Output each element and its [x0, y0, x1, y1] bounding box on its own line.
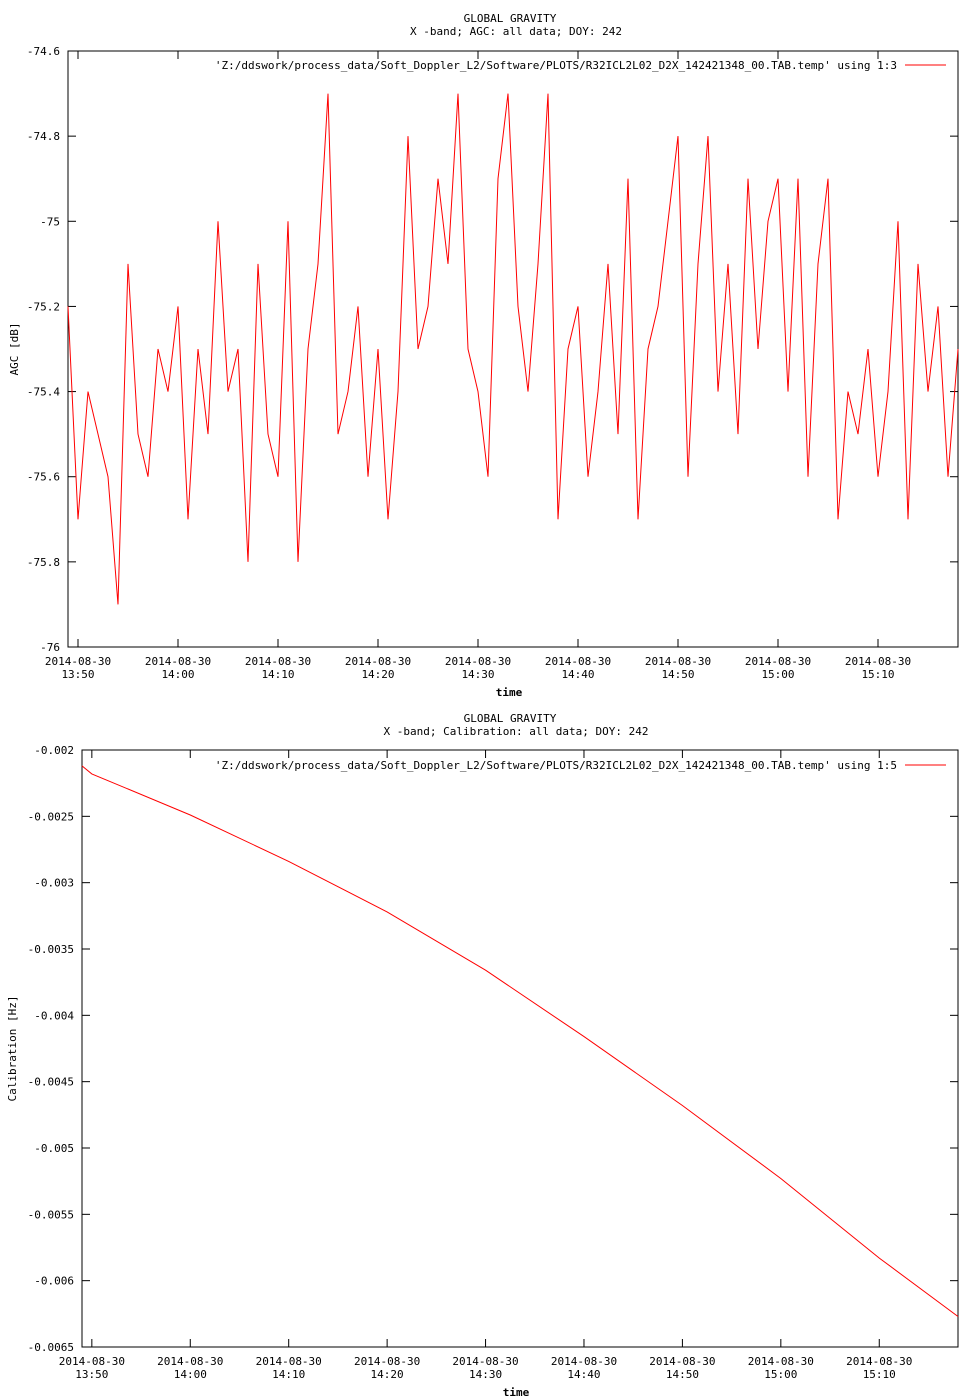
- x-tick-date: 2014-08-30: [157, 1355, 223, 1368]
- y-axis-label: AGC [dB]: [8, 323, 21, 376]
- y-tick-label: -75.8: [27, 556, 60, 569]
- x-tick-time: 14:20: [371, 1368, 404, 1381]
- x-tick-time: 13:50: [61, 668, 94, 681]
- x-tick-time: 15:10: [863, 1368, 896, 1381]
- x-tick-time: 14:30: [461, 668, 494, 681]
- x-tick-date: 2014-08-30: [748, 1355, 814, 1368]
- x-tick-date: 2014-08-30: [845, 655, 911, 668]
- x-tick-date: 2014-08-30: [45, 655, 111, 668]
- y-tick-label: -75.6: [27, 471, 60, 484]
- x-tick-time: 13:50: [75, 1368, 108, 1381]
- x-tick-time: 14:10: [261, 668, 294, 681]
- chart-title: GLOBAL GRAVITY: [464, 712, 557, 725]
- y-tick-label: -75.2: [27, 300, 60, 313]
- x-axis-label: time: [503, 1386, 530, 1399]
- y-tick-label: -0.004: [34, 1009, 74, 1022]
- x-tick-time: 15:00: [761, 668, 794, 681]
- x-tick-date: 2014-08-30: [745, 655, 811, 668]
- y-tick-label: -0.003: [34, 877, 74, 890]
- x-tick-date: 2014-08-30: [256, 1355, 322, 1368]
- series-line: [81, 765, 959, 1317]
- x-tick-date: 2014-08-30: [445, 655, 511, 668]
- x-tick-date: 2014-08-30: [59, 1355, 125, 1368]
- y-tick-label: -0.0065: [28, 1341, 74, 1354]
- x-tick-date: 2014-08-30: [545, 655, 611, 668]
- x-tick-date: 2014-08-30: [551, 1355, 617, 1368]
- chart-subtitle: X -band; Calibration: all data; DOY: 242: [384, 725, 649, 738]
- x-tick-date: 2014-08-30: [345, 655, 411, 668]
- x-tick-time: 15:00: [764, 1368, 797, 1381]
- plot-frame: [81, 749, 959, 1348]
- x-axis-label: time: [496, 686, 523, 699]
- x-tick-time: 14:40: [567, 1368, 600, 1381]
- x-tick-date: 2014-08-30: [452, 1355, 518, 1368]
- y-tick-label: -75: [40, 215, 60, 228]
- x-tick-date: 2014-08-30: [145, 655, 211, 668]
- x-tick-time: 14:20: [361, 668, 394, 681]
- x-tick-date: 2014-08-30: [354, 1355, 420, 1368]
- y-tick-label: -0.005: [34, 1142, 74, 1155]
- y-tick-label: -0.006: [34, 1275, 74, 1288]
- x-tick-time: 14:10: [272, 1368, 305, 1381]
- legend-label: 'Z:/ddswork/process_data/Soft_Doppler_L2…: [215, 759, 897, 772]
- x-tick-date: 2014-08-30: [245, 655, 311, 668]
- chart-title: GLOBAL GRAVITY: [464, 12, 557, 25]
- x-tick-time: 14:30: [469, 1368, 502, 1381]
- x-tick-time: 14:50: [666, 1368, 699, 1381]
- x-tick-date: 2014-08-30: [649, 1355, 715, 1368]
- x-tick-date: 2014-08-30: [846, 1355, 912, 1368]
- x-tick-time: 14:40: [561, 668, 594, 681]
- series-line: [67, 93, 959, 605]
- y-tick-label: -74.6: [27, 45, 60, 58]
- x-tick-time: 14:50: [661, 668, 694, 681]
- y-tick-label: -0.0035: [28, 943, 74, 956]
- y-tick-label: -0.0045: [28, 1076, 74, 1089]
- y-axis-label: Calibration [Hz]: [6, 996, 19, 1102]
- y-tick-label: -76: [40, 641, 60, 654]
- chart-subtitle: X -band; AGC: all data; DOY: 242: [410, 25, 622, 38]
- x-tick-date: 2014-08-30: [645, 655, 711, 668]
- plot-frame: [67, 50, 959, 648]
- x-tick-time: 15:10: [861, 668, 894, 681]
- y-tick-label: -75.4: [27, 386, 60, 399]
- legend-label: 'Z:/ddswork/process_data/Soft_Doppler_L2…: [215, 59, 897, 72]
- y-tick-label: -0.0025: [28, 810, 74, 823]
- y-tick-label: -0.0055: [28, 1208, 74, 1221]
- y-tick-label: -0.002: [34, 744, 74, 757]
- x-tick-time: 14:00: [174, 1368, 207, 1381]
- y-tick-label: -74.8: [27, 130, 60, 143]
- x-tick-time: 14:00: [161, 668, 194, 681]
